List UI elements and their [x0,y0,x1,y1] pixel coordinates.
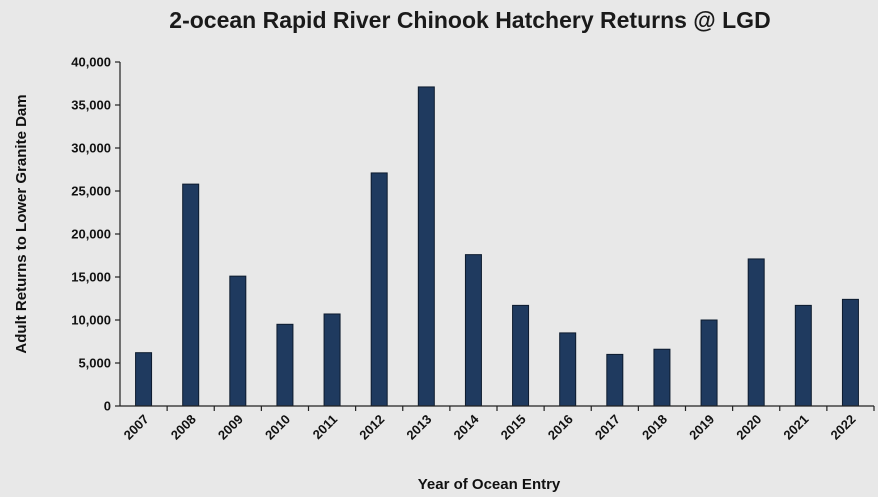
x-axis-title: Year of Ocean Entry [418,476,561,493]
y-tick-label: 35,000 [71,98,111,113]
bar-2021 [794,304,812,407]
bar-2014 [464,254,482,407]
y-axis: 0 5,000 10,000 15,000 20,000 25,000 30,000 35,0… [71,55,120,414]
x-tick-label: 2017 [592,412,623,443]
y-tick-label: 20,000 [71,227,111,242]
y-tick-label: 30,000 [71,141,111,156]
y-tick-label: 0 [104,399,111,414]
x-tick-label: 2013 [403,412,434,443]
x-tick-label: 2007 [121,412,152,443]
bar-2018 [653,348,671,407]
bar-2009 [229,275,247,407]
bar-2019 [700,319,718,407]
y-tick-label: 15,000 [71,270,111,285]
x-tick-label: 2016 [545,412,576,443]
bar-2022 [841,298,859,407]
bar-2017 [606,353,624,407]
bar-2007 [135,352,153,407]
bar-2008 [182,183,200,407]
bar-2015 [512,304,530,407]
bar-2012 [370,172,388,407]
chart-title: 2-ocean Rapid River Chinook Hatchery Ret… [169,7,770,33]
x-tick-label: 2011 [310,412,341,443]
x-tick-label: 2021 [780,412,811,443]
x-tick-label: 2019 [686,412,717,443]
y-tick-label: 40,000 [71,55,111,70]
y-axis-title: Adult Returns to Lower Granite Dam [13,94,30,353]
x-tick-label: 2012 [356,412,387,443]
x-tick-label: 2018 [639,412,670,443]
bar-2016 [559,332,577,407]
x-tick-label: 2009 [215,412,246,443]
bar-2013 [417,86,435,407]
bar-2011 [323,313,341,407]
x-tick-label: 2015 [498,412,529,443]
bar-2010 [276,323,294,407]
x-tick-label: 2014 [451,411,483,443]
y-tick-label: 5,000 [78,356,111,371]
y-tick-label: 25,000 [71,184,111,199]
x-tick-label: 2008 [168,412,199,443]
x-tick-label: 2020 [733,412,764,443]
bars [135,86,859,407]
x-tick-label: 2022 [828,412,859,443]
y-tick-label: 10,000 [71,313,111,328]
x-tick-label: 2010 [262,412,293,443]
bar-2020 [747,258,765,407]
x-axis: 2007 2008 2009 2010 2011 2012 2013 2014 2015 2016… [121,406,875,443]
